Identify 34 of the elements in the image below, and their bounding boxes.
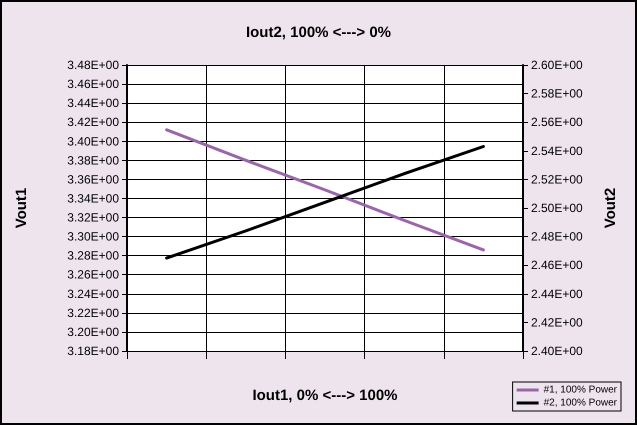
y-tick-label: 3.46E+00	[67, 77, 120, 92]
y2-tick-label: 2.58E+00	[531, 86, 584, 101]
y-tick-label: 3.30E+00	[67, 230, 120, 244]
y2-tick-label: 2.60E+00	[531, 58, 584, 72]
y-tick-label: 3.24E+00	[67, 286, 120, 301]
y2-tick-label: 2.52E+00	[531, 172, 584, 186]
chart-title: Iout2, 100% <---> 0%	[246, 24, 392, 41]
y2-tick-label: 2.50E+00	[531, 201, 584, 215]
y2-tick-label: 2.56E+00	[531, 115, 584, 130]
y-tick-label: 3.32E+00	[67, 210, 120, 225]
y-tick-label: 3.38E+00	[67, 153, 120, 168]
y-tick-label: 3.26E+00	[67, 268, 120, 282]
y-tick-label: 3.36E+00	[67, 172, 120, 186]
y2-tick-label: 2.42E+00	[531, 315, 584, 330]
y-tick-label: 3.18E+00	[67, 344, 120, 358]
y2-tick-label: 2.54E+00	[531, 144, 584, 158]
y2-tick-label: 2.44E+00	[531, 286, 584, 301]
y-tick-label: 3.20E+00	[67, 324, 120, 339]
y2-tick-label: 2.40E+00	[531, 344, 584, 358]
y-tick-label: 3.42E+00	[67, 115, 120, 130]
y-tick-label: 3.44E+00	[67, 96, 120, 110]
y-tick-label: 3.48E+00	[67, 58, 120, 72]
y-tick-label: 3.34E+00	[67, 191, 120, 206]
y-tick-label: 3.40E+00	[67, 134, 120, 148]
line-series	[165, 128, 485, 252]
y-axis-title: Vout1	[13, 188, 30, 228]
y2-tick-label: 2.48E+00	[531, 230, 584, 244]
x-axis-title: Iout1, 0% <---> 100%	[252, 387, 398, 404]
legend-label: #1, 100% Power	[544, 384, 618, 396]
y2-tick-label: 2.46E+00	[531, 258, 584, 272]
legend-label: #2, 100% Power	[544, 398, 618, 408]
y-tick-label: 3.22E+00	[67, 306, 120, 320]
y-tick-label: 3.28E+00	[67, 248, 120, 263]
y2-axis-title: Vout2	[602, 188, 619, 228]
